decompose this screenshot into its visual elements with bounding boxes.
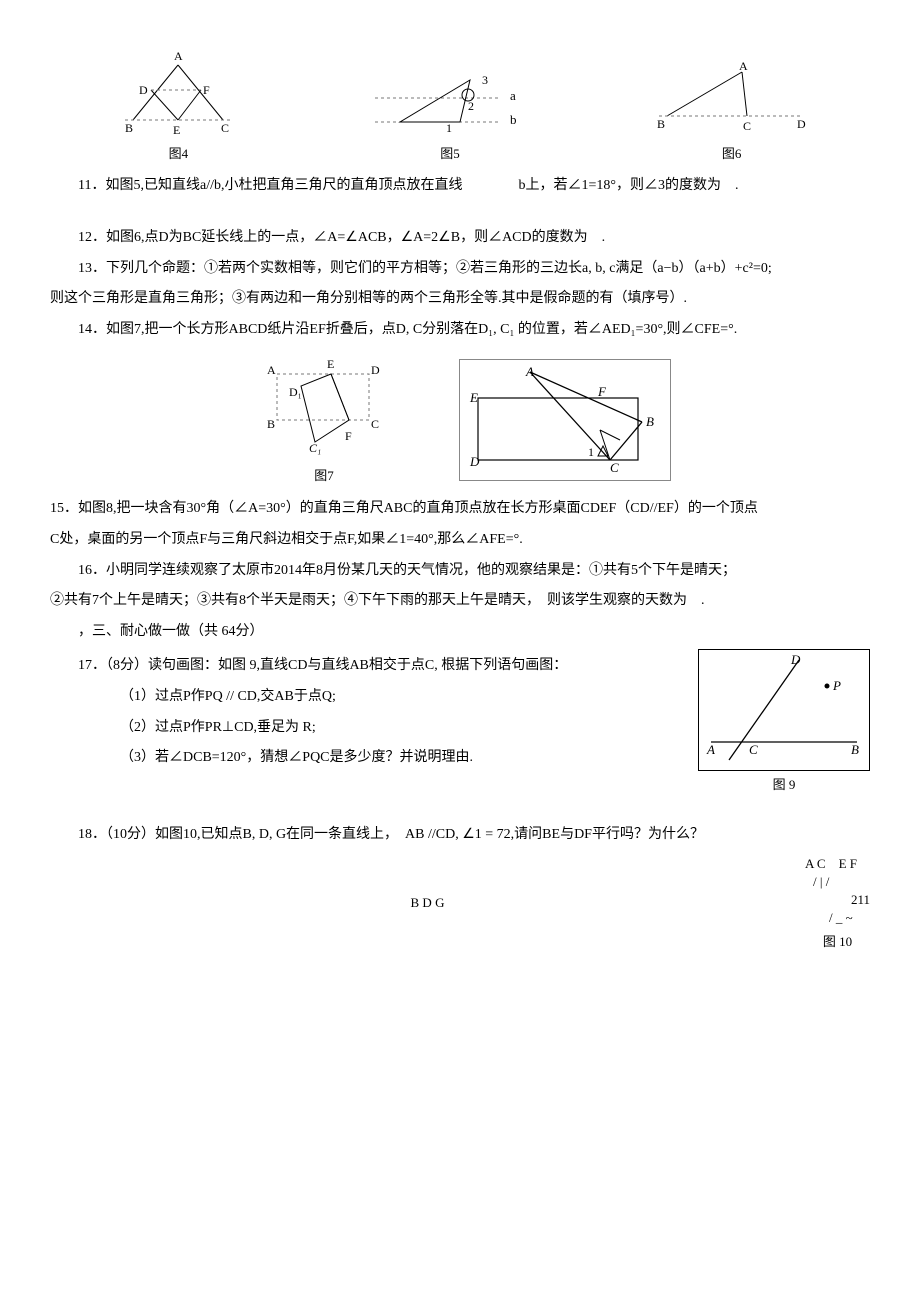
figure-10-area: B D G A C E F / | / 211 / _ ~ 图 10 bbox=[50, 855, 870, 952]
fig9-label-C: C bbox=[749, 742, 758, 757]
fig7-label-E: E bbox=[327, 357, 334, 371]
fig8-label-E: E bbox=[469, 390, 478, 405]
figure-6-svg: A B C D bbox=[647, 60, 817, 140]
question-15a: 15．如图8,把一块含有30°角（∠A=30°）的直角三角尺ABC的直角顶点放在… bbox=[50, 496, 870, 523]
fig9-caption: 图 9 bbox=[773, 773, 796, 798]
question-13b: 则这个三角形是直角三角形；③有两边和一角分别相等的两个三角形全等.其中是假命题的… bbox=[50, 286, 870, 313]
fig4-label-B: B bbox=[125, 121, 133, 135]
fig7-label-F: F bbox=[345, 429, 352, 443]
fig7-label-D1: D₁ bbox=[289, 385, 302, 399]
fig8-label-D: D bbox=[469, 454, 480, 469]
figure-8-svg: E D A F B C 1 bbox=[459, 359, 671, 481]
fig7-label-C: C bbox=[371, 417, 379, 431]
fig4-label-C: C bbox=[221, 121, 229, 135]
figure-5-svg: 3 2 1 a b bbox=[360, 60, 540, 140]
fig6-caption: 图6 bbox=[722, 142, 742, 167]
question-15b: C处，桌面的另一个顶点F与三角尺斜边相交于点F,如果∠1=40°,那么∠AFE=… bbox=[50, 527, 870, 554]
fig10-l3: / | / bbox=[805, 873, 870, 891]
question-16a: 16．小明同学连续观察了太原市2014年8月份某几天的天气情况，他的观察结果是：… bbox=[50, 558, 870, 585]
fig5-label-b: b bbox=[510, 112, 517, 127]
question-11: 11．如图5,已知直线a//b,小杜把直角三角尺的直角顶点放在直线 b上，若∠1… bbox=[50, 173, 870, 200]
fig8-label-C: C bbox=[610, 460, 619, 475]
fig10-l4: 211 bbox=[805, 891, 870, 909]
figure-5: 3 2 1 a b 图5 bbox=[360, 60, 540, 167]
question-17-2: （2）过点P作PR⊥CD,垂足为 R; bbox=[92, 715, 678, 742]
fig6-label-A: A bbox=[739, 60, 748, 73]
fig10-l5: / _ ~ bbox=[805, 909, 870, 927]
bdg-label: B D G bbox=[411, 891, 445, 916]
fig9-label-P: P bbox=[832, 678, 841, 693]
question-12: 12．如图6,点D为BC延长线上的一点，∠A=∠ACB，∠A=2∠B，则∠ACD… bbox=[50, 225, 870, 252]
fig10-l1: A C bbox=[805, 856, 826, 871]
question-13a: 13．下列几个命题：①若两个实数相等，则它们的平方相等；②若三角形的三边长a, … bbox=[50, 256, 870, 283]
figure-7-svg: A E D B C D₁ F C₁ bbox=[249, 352, 399, 462]
figure-7: A E D B C D₁ F C₁ 图7 bbox=[249, 352, 399, 489]
fig6-label-B: B bbox=[657, 117, 665, 131]
figure-4-svg: A D F B E C bbox=[103, 50, 253, 140]
fig4-label-F: F bbox=[203, 83, 210, 97]
fig8-label-F: F bbox=[597, 384, 607, 399]
figure-9-svg: D P A C B bbox=[698, 649, 870, 771]
fig5-label-a: a bbox=[510, 88, 516, 103]
fig7-caption: 图7 bbox=[314, 464, 334, 489]
fig9-label-A: A bbox=[706, 742, 715, 757]
fig5-caption: 图5 bbox=[440, 142, 460, 167]
fig4-label-E: E bbox=[173, 123, 180, 137]
fig5-label-3: 3 bbox=[482, 73, 488, 87]
fig5-label-2: 2 bbox=[468, 99, 474, 113]
fig4-caption: 图4 bbox=[169, 142, 189, 167]
figure-row-4-5-6: A D F B E C 图4 3 2 1 a b 图5 bbox=[50, 50, 870, 167]
fig7-label-C1: C₁ bbox=[309, 441, 321, 455]
fig9-label-B: B bbox=[851, 742, 859, 757]
fig10-caption: 图 10 bbox=[805, 933, 870, 951]
question-17-3: （3）若∠DCB=120°，猜想∠PQC是多少度？并说明理由. bbox=[92, 745, 678, 772]
figure-10: A C E F / | / 211 / _ ~ 图 10 bbox=[805, 855, 870, 952]
fig6-label-C: C bbox=[743, 119, 751, 133]
fig8-label-B: B bbox=[646, 414, 654, 429]
question-17-1: （1）过点P作PQ // CD,交AB于点Q; bbox=[92, 684, 678, 711]
question-14: 14．如图7,把一个长方形ABCD纸片沿EF折叠后，点D, C分别落在D₁, C… bbox=[50, 317, 870, 344]
question-17-row: 17．（8分）读句画图：如图 9,直线CD与直线AB相交于点C, 根据下列语句画… bbox=[50, 649, 870, 798]
figure-8: E D A F B C 1 bbox=[459, 359, 671, 481]
question-16b: ②共有7个上午是晴天；③共有8个半天是雨天；④下午下雨的那天上午是晴天， 则该学… bbox=[50, 588, 870, 615]
fig7-label-B: B bbox=[267, 417, 275, 431]
figure-4: A D F B E C 图4 bbox=[103, 50, 253, 167]
section-3-heading: ，三、耐心做一做（共 64分） bbox=[50, 619, 870, 646]
fig4-label-D: D bbox=[139, 83, 148, 97]
fig7-label-A: A bbox=[267, 363, 276, 377]
fig4-label-A: A bbox=[174, 50, 183, 63]
fig7-label-D: D bbox=[371, 363, 380, 377]
fig5-label-1: 1 bbox=[446, 121, 452, 135]
fig9-label-D: D bbox=[790, 652, 801, 667]
figure-row-7-8: A E D B C D₁ F C₁ 图7 E D A F B C 1 bbox=[50, 352, 870, 489]
fig8-label-1: 1 bbox=[588, 445, 594, 459]
fig6-label-D: D bbox=[797, 117, 806, 131]
figure-6: A B C D 图6 bbox=[647, 60, 817, 167]
fig8-label-A: A bbox=[525, 364, 534, 379]
fig10-l2: E F bbox=[839, 856, 857, 871]
question-17: 17．（8分）读句画图：如图 9,直线CD与直线AB相交于点C, 根据下列语句画… bbox=[50, 653, 678, 680]
question-18: 18．（10分）如图10,已知点B, D, G在同一条直线上， AB //CD,… bbox=[50, 822, 870, 849]
figure-9: D P A C B 图 9 bbox=[698, 649, 870, 798]
